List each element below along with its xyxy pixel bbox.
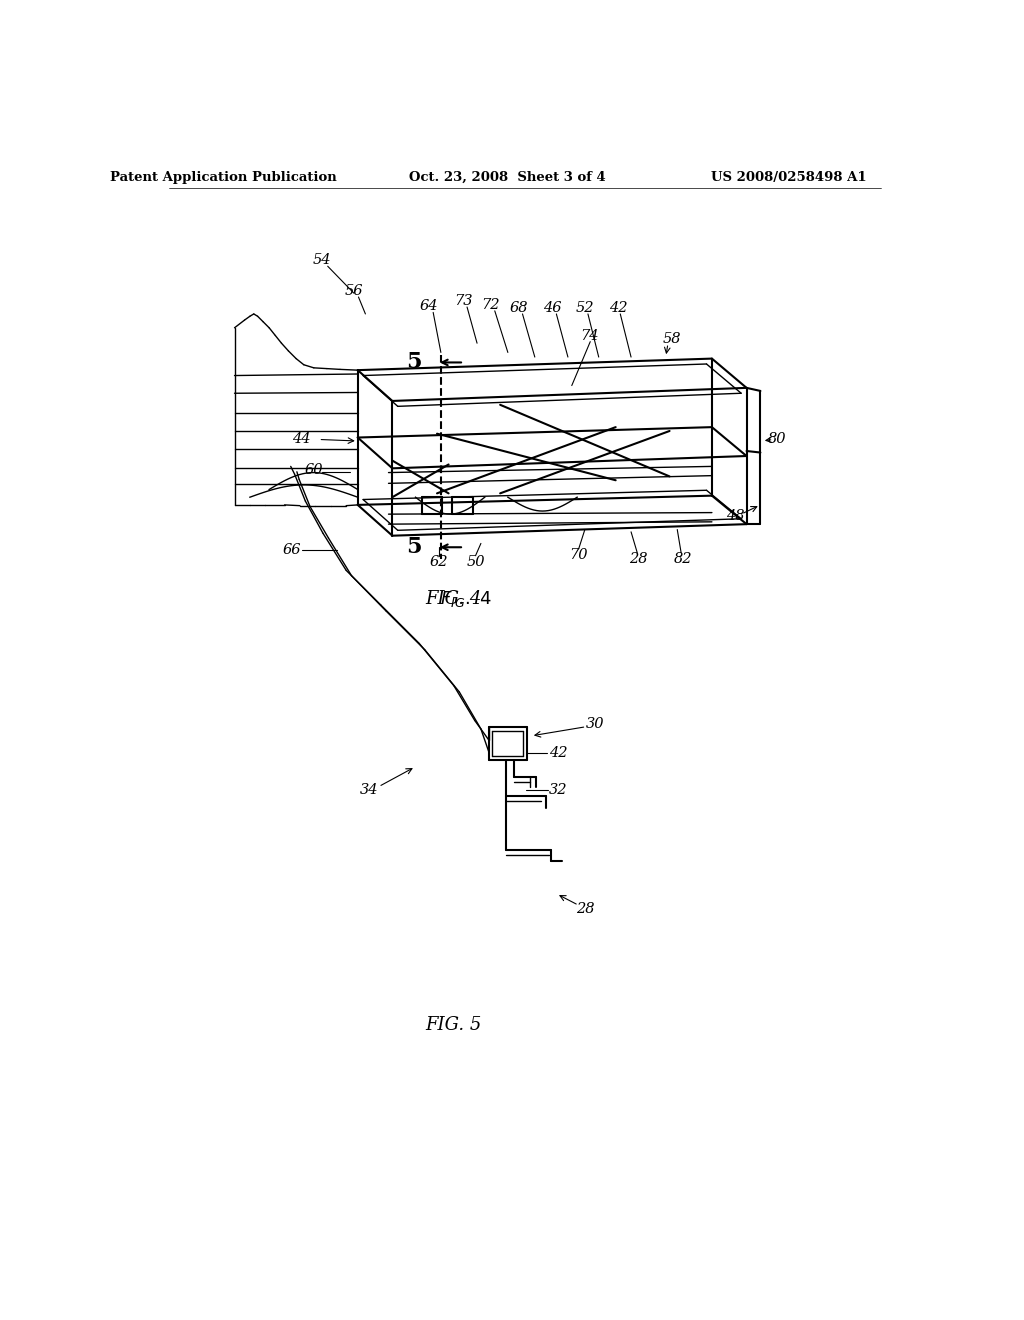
- Text: Oct. 23, 2008  Sheet 3 of 4: Oct. 23, 2008 Sheet 3 of 4: [410, 172, 606, 185]
- Text: 48: 48: [727, 510, 745, 524]
- Text: 46: 46: [544, 301, 562, 314]
- Text: Patent Application Publication: Patent Application Publication: [110, 172, 336, 185]
- Text: 72: 72: [481, 298, 500, 312]
- Text: FIG. 5: FIG. 5: [426, 1015, 482, 1034]
- Text: 42: 42: [608, 301, 628, 314]
- Text: 44: 44: [292, 433, 310, 446]
- Text: 62: 62: [429, 554, 447, 569]
- Text: 80: 80: [768, 433, 786, 446]
- Text: US 2008/0258498 A1: US 2008/0258498 A1: [711, 172, 866, 185]
- Text: 30: 30: [586, 717, 604, 731]
- Text: 34: 34: [360, 783, 379, 797]
- Text: 28: 28: [630, 552, 648, 566]
- Text: 5: 5: [407, 351, 422, 374]
- Text: 73: 73: [454, 294, 472, 308]
- Text: 64: 64: [420, 300, 438, 313]
- Text: 74: 74: [581, 329, 599, 342]
- Text: 54: 54: [312, 253, 331, 267]
- Text: 5: 5: [407, 536, 422, 558]
- Text: 82: 82: [674, 552, 692, 566]
- Text: 28: 28: [575, 902, 594, 916]
- Text: 42: 42: [549, 746, 567, 760]
- Text: 50: 50: [466, 554, 484, 569]
- Text: 56: 56: [345, 284, 364, 298]
- Text: 70: 70: [569, 548, 588, 562]
- Text: $\mathit{F_{IG}.\ 4}$: $\mathit{F_{IG}.\ 4}$: [439, 589, 492, 609]
- Text: FIG. 4: FIG. 4: [426, 590, 482, 607]
- Text: 32: 32: [549, 783, 567, 797]
- Text: 60: 60: [304, 463, 323, 478]
- Text: 58: 58: [663, 333, 681, 346]
- Text: 52: 52: [575, 301, 594, 314]
- Text: 66: 66: [283, 543, 301, 557]
- Text: 68: 68: [509, 301, 528, 314]
